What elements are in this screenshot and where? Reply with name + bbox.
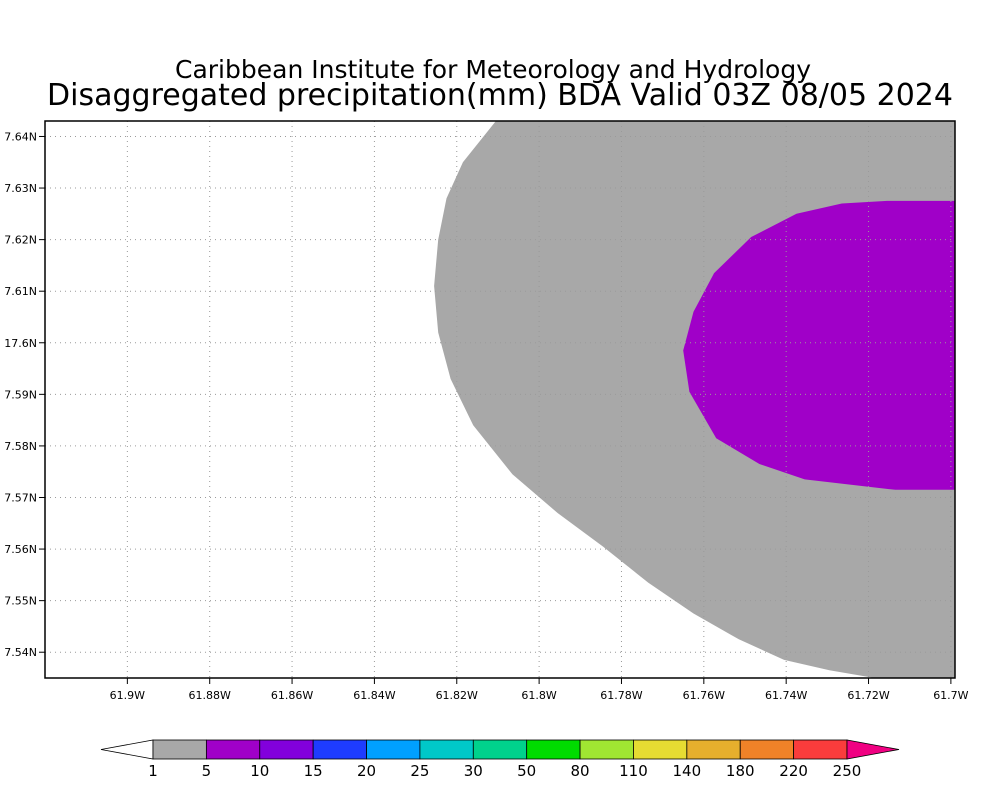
y-axis: 7.64N 7.63N 7.62N 7.61N 17.6N 7.59N 7.58N 7.57N… [4, 130, 45, 659]
colorbar-level-label: 5 [202, 762, 212, 780]
x-tick-label: 61.82W [436, 689, 478, 702]
colorbar-level-label: 220 [779, 762, 808, 780]
colorbar-swatch [205, 739, 261, 760]
colorbar-swatch [526, 739, 581, 760]
colorbar-level-label: 20 [357, 762, 376, 780]
x-tick-label: 61.9W [110, 689, 145, 702]
colorbar-swatch [633, 739, 688, 760]
colorbar-swatch [793, 739, 848, 760]
y-tick-label: 7.57N [4, 491, 37, 504]
colorbar-level-label: 1 [148, 762, 158, 780]
x-tick-label: 61.72W [847, 689, 889, 702]
y-tick-label: 17.6N [4, 337, 37, 350]
colorbar-level-label: 250 [833, 762, 862, 780]
precip-region-5-10mm [683, 200, 955, 490]
plot-frame [44, 120, 956, 679]
y-tick-label: 7.58N [4, 440, 37, 453]
colorbar-level-label: 110 [619, 762, 648, 780]
grid-lines [45, 121, 955, 678]
plot-area [44, 120, 956, 679]
x-tick-label: 61.86W [271, 689, 313, 702]
y-tick-label: 7.62N [4, 234, 37, 247]
colorbar-level-label: 50 [517, 762, 536, 780]
map-title-institute: Caribbean Institute for Meteorology and … [175, 55, 811, 84]
colorbar-swatch [259, 739, 314, 760]
y-tick-label: 7.64N [4, 130, 37, 143]
colorbar-swatch [579, 739, 634, 760]
x-tick-label: 61.78W [600, 689, 642, 702]
x-tick-label: 61.8W [521, 689, 556, 702]
x-tick-label: 61.84W [353, 689, 395, 702]
y-tick-label: 7.56N [4, 543, 37, 556]
colorbar-level-label: 180 [726, 762, 755, 780]
colorbar-over-arrow [846, 739, 900, 760]
colorbar-swatch [472, 739, 528, 760]
colorbar-swatch [366, 739, 421, 760]
y-tick-label: 7.55N [4, 595, 37, 608]
x-tick-label: 61.88W [189, 689, 231, 702]
colorbar-level-label: 140 [673, 762, 702, 780]
x-tick-label: 61.7W [933, 689, 968, 702]
colorbar-level-label: 15 [304, 762, 323, 780]
x-tick-label: 61.74W [765, 689, 807, 702]
colorbar-swatch [419, 739, 474, 760]
colorbar-swatch [312, 739, 367, 760]
colorbar: 1 5 10 15 20 25 30 50 80 110 140 180 220 250 [100, 739, 900, 780]
colorbar-swatch [739, 739, 795, 760]
map-title-product: Disaggregated precipitation(mm) BDA Vali… [47, 78, 953, 113]
colorbar-level-label: 10 [250, 762, 269, 780]
y-tick-label: 7.63N [4, 182, 37, 195]
x-tick-label: 61.76W [683, 689, 725, 702]
contour-layer [434, 121, 956, 678]
colorbar-swatch [686, 739, 741, 760]
y-tick-label: 7.54N [4, 646, 37, 659]
y-tick-label: 7.61N [4, 285, 37, 298]
colorbar-level-label: 25 [410, 762, 429, 780]
x-axis: 61.9W 61.88W 61.86W 61.84W 61.82W 61.8W 61.78W… [110, 678, 969, 702]
colorbar-level-label: 80 [571, 762, 590, 780]
y-tick-label: 7.59N [4, 388, 37, 401]
colorbar-swatch [152, 739, 207, 760]
colorbar-level-label: 30 [464, 762, 483, 780]
